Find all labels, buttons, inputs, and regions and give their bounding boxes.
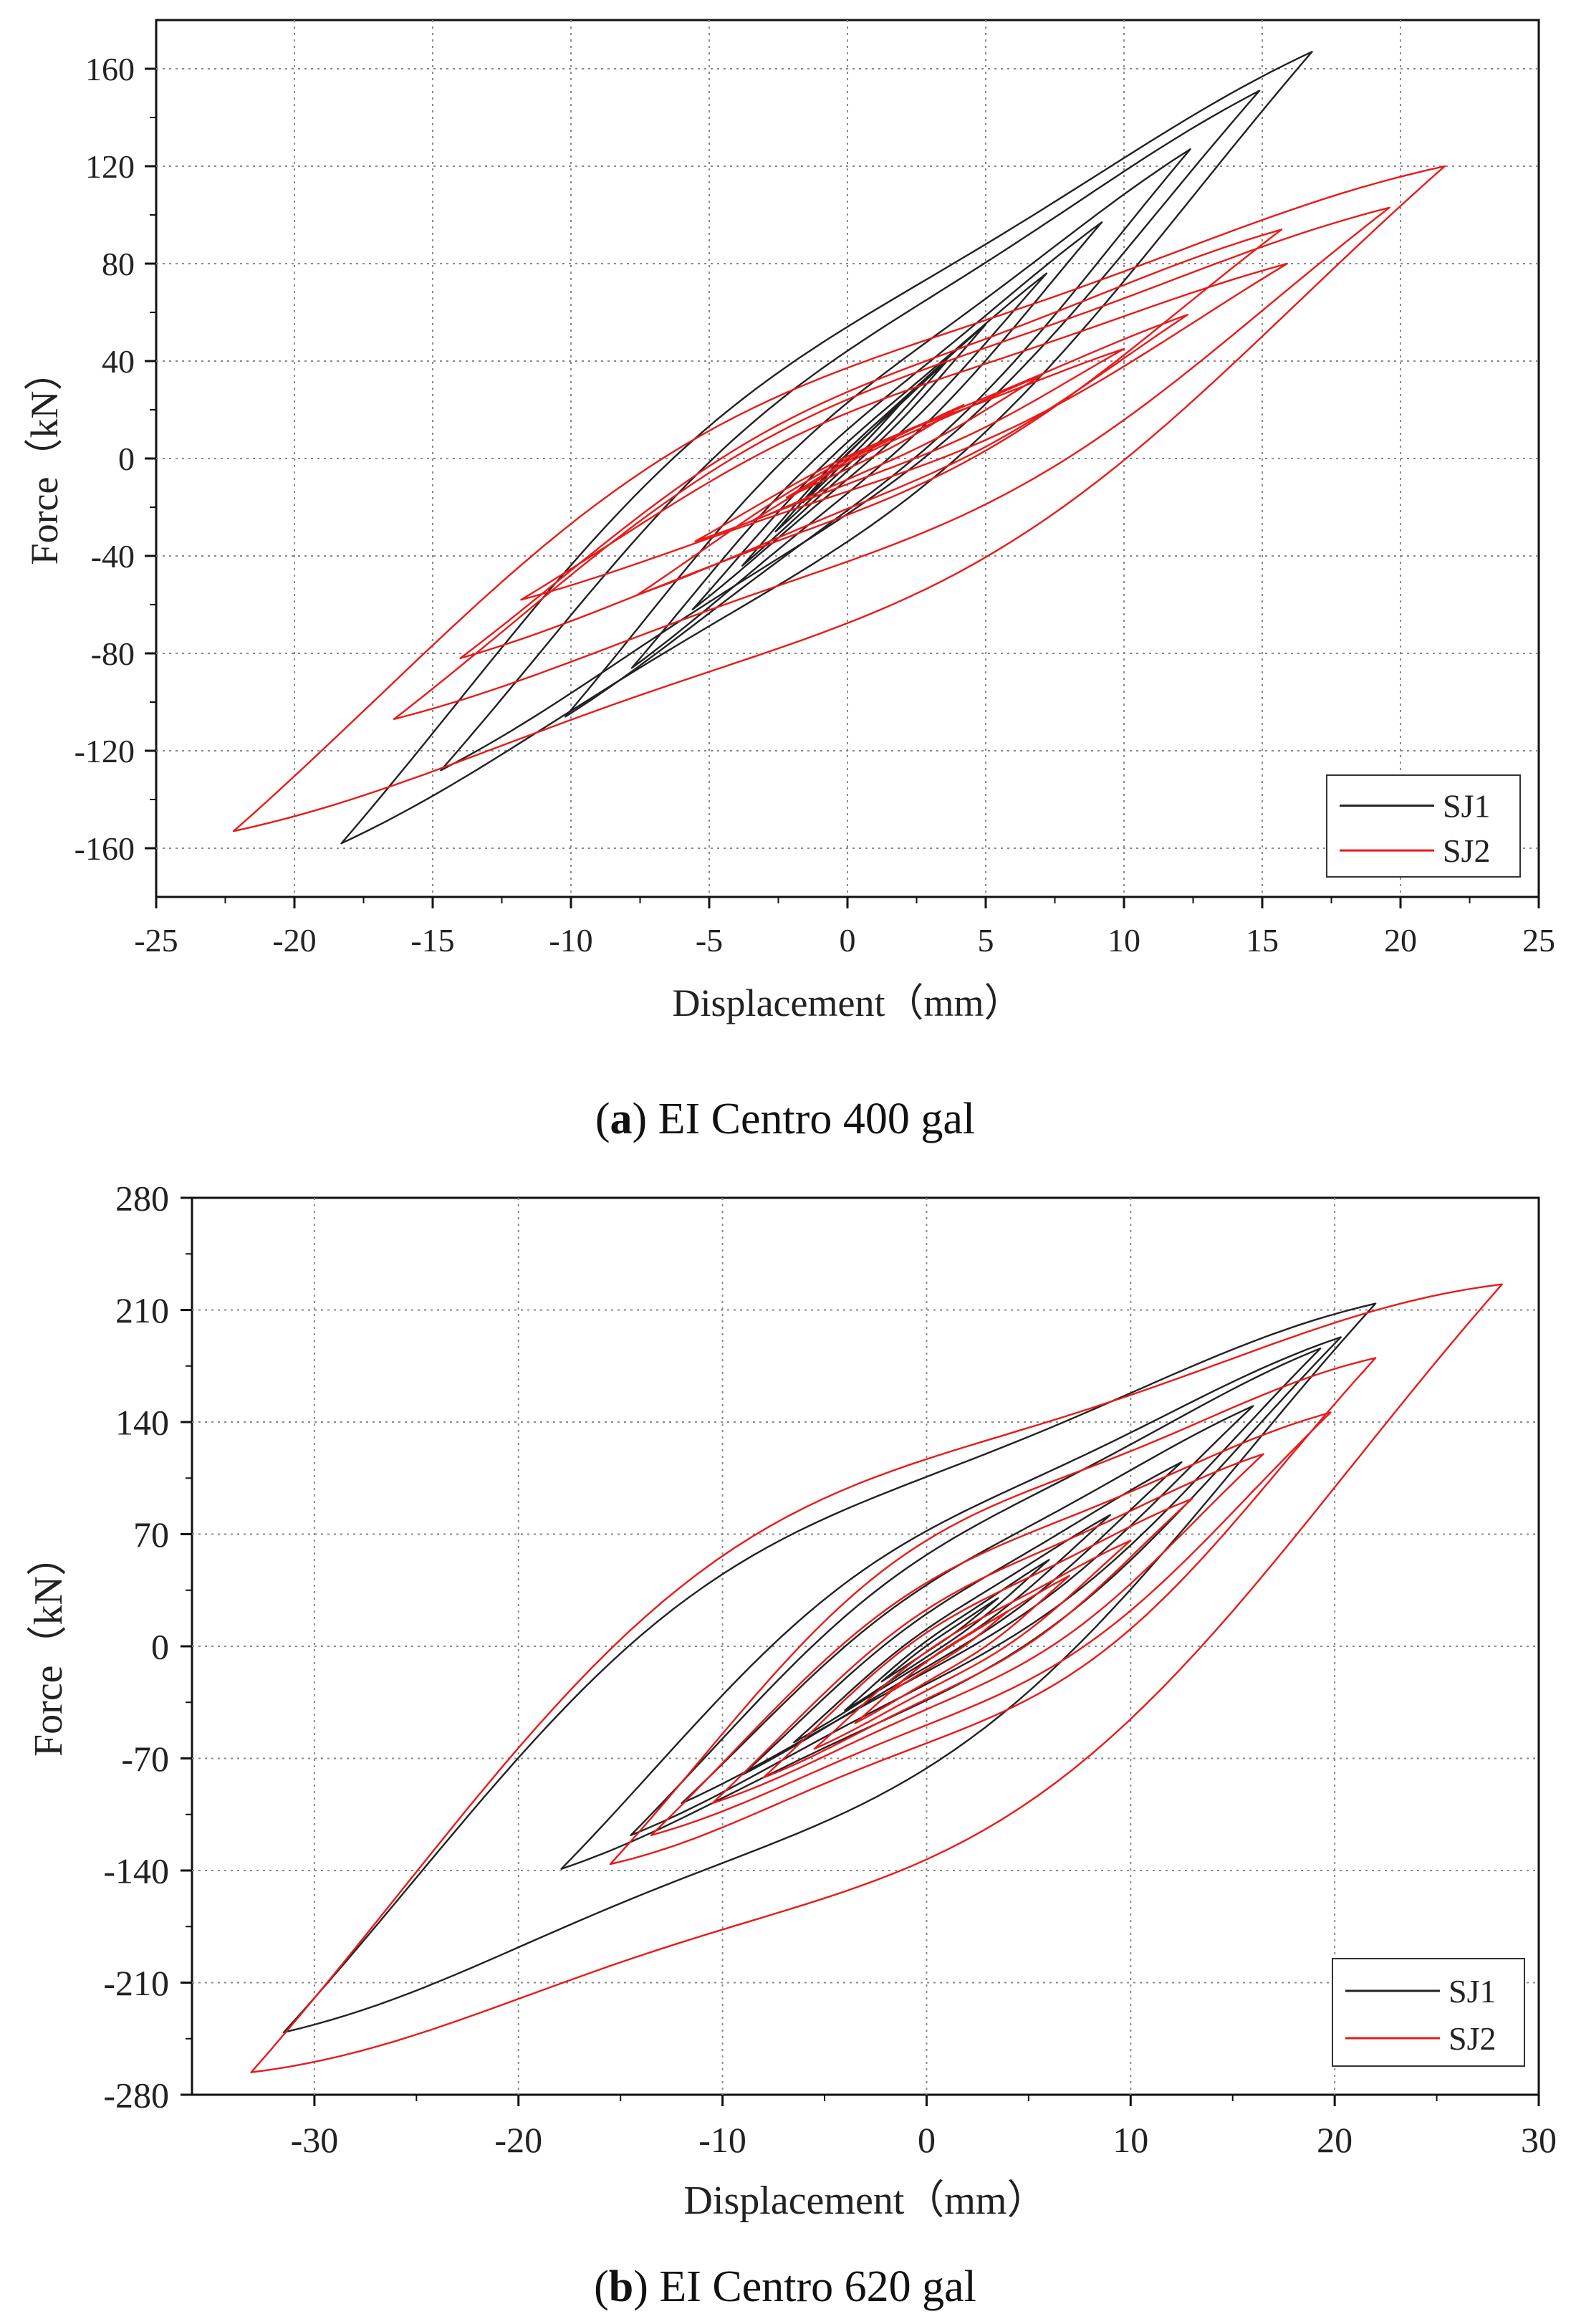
x-tick-label: 0 [918, 2120, 936, 2160]
caption-open-paren: ( [595, 1095, 610, 1143]
x-tick-label: -30 [291, 2120, 339, 2160]
series-sj1 [283, 1302, 1377, 2033]
hysteresis-loop [232, 165, 1446, 832]
hysteresis-loop [636, 314, 1188, 596]
y-tick-label: 160 [85, 51, 135, 87]
hysteresis-loop [440, 90, 1261, 772]
grid [192, 1198, 1539, 2095]
hysteresis-loop [785, 404, 965, 499]
y-tick-label: -40 [91, 538, 135, 575]
hysteresis-loop [630, 1348, 1322, 1836]
hysteresis-loop [393, 206, 1390, 720]
y-tick-label: 140 [115, 1403, 169, 1443]
x-tick-label: 20 [1317, 2120, 1353, 2160]
x-tick-label: -10 [698, 2120, 746, 2160]
hysteresis-loop [694, 347, 1125, 542]
x-tick-label: -10 [549, 922, 592, 959]
y-tick-label: -160 [75, 830, 135, 867]
x-tick-label: 10 [1108, 922, 1140, 959]
series-sj1 [340, 51, 1313, 845]
legend-box [1332, 1958, 1525, 2067]
hysteresis-loop [813, 1540, 1132, 1750]
y-tick-label: 40 [102, 343, 135, 380]
caption-b: (b) EI Centro 620 gal [594, 2262, 976, 2311]
x-tick-label: 0 [840, 922, 856, 959]
x-tick-label: -5 [696, 922, 723, 959]
series-group [232, 51, 1446, 845]
chart-panel-b: -30 -20 -10 0 10 20 30 -280 -210 -140 -70 0 70 140 210… [27, 1178, 1557, 2312]
x-tick-label: 10 [1113, 2120, 1148, 2160]
x-tick-label: -20 [272, 922, 316, 959]
hysteresis-loop [749, 375, 1042, 523]
x-axis-label: Displacement（mm） [683, 2179, 1047, 2223]
hysteresis-loop [681, 1405, 1254, 1805]
y-tick-label: 120 [85, 148, 135, 185]
legend-label-sj1: SJ1 [1449, 1973, 1496, 2010]
series-sj2 [232, 165, 1446, 832]
y-axis-label: Force（kN） [27, 1536, 71, 1757]
y-tick-label: -70 [121, 1739, 169, 1779]
x-tick-label: -20 [494, 2120, 542, 2160]
y-tick-label: 70 [133, 1514, 169, 1555]
legend-label-sj2: SJ2 [1443, 832, 1490, 869]
hysteresis-loop [762, 1498, 1193, 1779]
hysteresis-loop [691, 272, 1048, 610]
x-tick-label: 5 [978, 922, 994, 959]
chart-panel-a: -25 -20 -15 -10 -5 0 5 10 15 20 25 -160 -120 -80 -40 0 4… [23, 19, 1555, 1143]
hysteresis-loop [250, 1283, 1503, 2073]
hysteresis-loop [340, 51, 1313, 845]
hysteresis-loop [650, 1411, 1332, 1836]
y-tick-label: -120 [75, 733, 135, 769]
hysteresis-loop [854, 1575, 1070, 1724]
caption-text: ) EI Centro 620 gal [633, 2262, 976, 2311]
x-axis-label: Displacement（mm） [673, 981, 1023, 1024]
x-tick-label: -15 [410, 922, 454, 959]
hysteresis-loop [459, 229, 1283, 659]
hysteresis-loop [741, 1461, 1183, 1776]
x-tick-label: 30 [1521, 2120, 1557, 2160]
x-tick-label: -25 [134, 922, 178, 959]
axis-ticks: -30 -20 -10 0 10 20 30 -280 -210 -140 -70 0 70 140 210… [103, 1178, 1557, 2161]
y-tick-label: 210 [115, 1290, 169, 1330]
legend-box [1326, 774, 1521, 878]
hysteresis-loop [630, 221, 1103, 669]
x-tick-label: 20 [1384, 922, 1417, 959]
y-tick-label: -210 [103, 1963, 169, 2003]
y-tick-label: -280 [103, 2075, 169, 2116]
legend-label-sj1: SJ1 [1443, 788, 1490, 825]
hysteresis-loop [520, 262, 1288, 601]
hysteresis-loop [793, 1514, 1111, 1744]
series-sj2 [250, 1283, 1503, 2073]
axis-ticks: -25 -20 -15 -10 -5 0 5 10 15 20 25 -160 -120 -80 -40 0 4… [75, 51, 1555, 959]
hysteresis-loop [609, 1357, 1377, 1866]
caption-a: (a) EI Centro 400 gal [595, 1095, 975, 1143]
hysteresis-loop [880, 1597, 999, 1683]
series-group [250, 1283, 1503, 2073]
y-tick-label: 0 [151, 1627, 169, 1667]
hysteresis-loop [802, 394, 910, 504]
hysteresis-loop [283, 1302, 1377, 2033]
y-tick-label: -140 [103, 1851, 169, 1891]
caption-open-paren: ( [594, 2262, 609, 2311]
y-tick-label: -80 [91, 635, 135, 672]
y-tick-label: 80 [102, 246, 135, 282]
x-tick-label: 25 [1522, 922, 1555, 959]
x-tick-label: 15 [1246, 922, 1279, 959]
y-tick-label: 280 [115, 1178, 169, 1219]
caption-letter: a [610, 1095, 633, 1143]
caption-letter: b [609, 2262, 633, 2311]
y-axis-label: Force（kN） [23, 352, 66, 565]
y-tick-label: 0 [118, 441, 135, 477]
hysteresis-loop [885, 1610, 1009, 1696]
hysteresis-loop [711, 1453, 1264, 1805]
hysteresis-loop [560, 1336, 1342, 1870]
legend-label-sj2: SJ2 [1449, 2020, 1496, 2057]
caption-text: ) EI Centro 400 gal [633, 1095, 976, 1143]
hysteresis-loop [564, 148, 1191, 718]
